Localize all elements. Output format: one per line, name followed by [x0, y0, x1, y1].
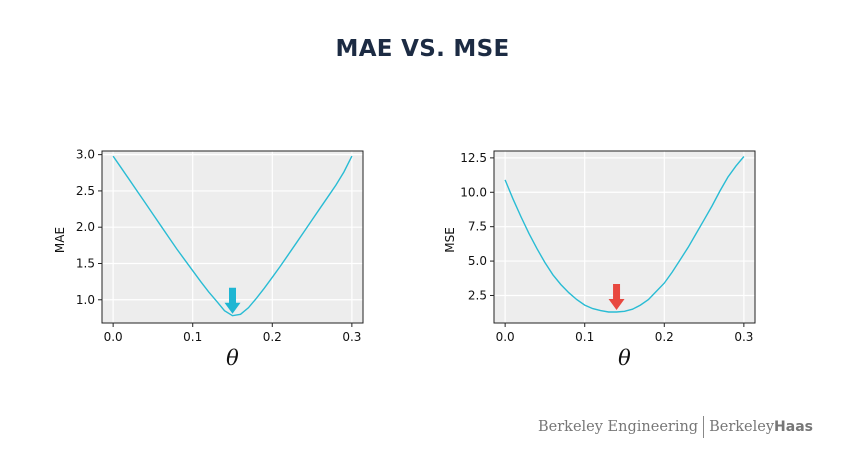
x-tick-label: 0.1: [575, 330, 594, 344]
x-tick-label: 0.3: [734, 330, 753, 344]
berkeley-haas-logo: BerkeleyHaas: [709, 419, 813, 435]
x-tick-label: 0.0: [104, 330, 123, 344]
mse-chart: 0.0 0.1 0.2 0.3 2.5 5.0 7.5 10.0 12.5 θ MSE: [443, 150, 756, 370]
y-axis-label: MAE: [53, 227, 67, 253]
minimum-arrow-icon: [224, 287, 241, 314]
page-title: MAE VS. MSE: [335, 36, 510, 62]
plot-frame: [493, 150, 756, 324]
x-tick-label: 0.0: [496, 330, 515, 344]
y-tick-label: 2.5: [76, 184, 95, 198]
y-axis-label: MSE: [443, 227, 457, 253]
y-tick-label: 1.0: [76, 293, 95, 307]
y-tick-label: 5.0: [468, 254, 487, 268]
y-tick-label: 12.5: [460, 151, 487, 165]
loss-curve: [504, 156, 745, 313]
y-tick-label: 2.5: [468, 288, 487, 302]
x-tick-label: 0.2: [655, 330, 674, 344]
plot-frame: [101, 150, 364, 324]
x-tick-label: 0.1: [183, 330, 202, 344]
plot-area: [494, 151, 755, 323]
y-tick-label: 2.0: [76, 220, 95, 234]
footer-logos: Berkeley Engineering BerkeleyHaas: [538, 416, 813, 438]
y-tick-label: 7.5: [468, 220, 487, 234]
y-tick-label: 3.0: [76, 148, 95, 162]
minimum-arrow-icon: [608, 283, 625, 310]
logo-divider: [703, 416, 705, 438]
y-tick-label: 1.5: [76, 256, 95, 270]
x-tick-label: 0.2: [263, 330, 282, 344]
x-tick-label: 0.3: [342, 330, 361, 344]
loss-curve: [112, 155, 353, 317]
y-tick-label: 10.0: [460, 185, 487, 199]
berkeley-engineering-logo: Berkeley Engineering: [538, 419, 699, 435]
x-axis-label: θ: [618, 346, 631, 370]
mae-chart: 0.0 0.1 0.2 0.3 1.0 1.5 2.0 2.5 3.0 θ MAE: [53, 148, 364, 370]
x-axis-label: θ: [226, 346, 239, 370]
